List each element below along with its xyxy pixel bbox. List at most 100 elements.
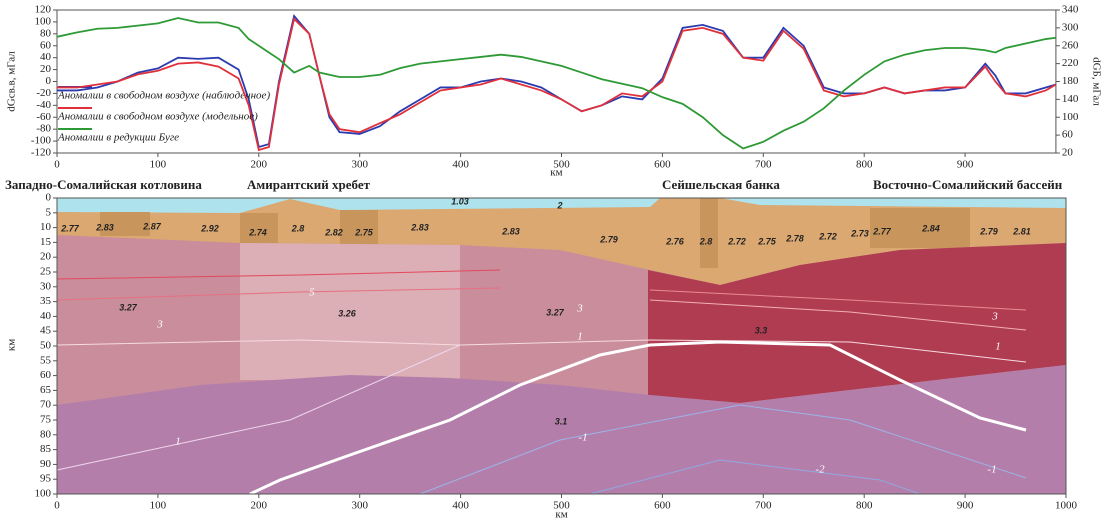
density-label: 2.83 [501,226,520,236]
x-tick-label: 0 [54,159,60,171]
contour-label: -1 [578,432,587,444]
y2-tick-label: 220 [1062,57,1079,69]
y-tick-label: 45 [40,325,52,337]
isoline-main [249,340,1027,496]
contour-label: -1 [987,464,996,476]
contour-label: 3 [156,319,163,331]
density-label: 2.81 [1012,226,1031,236]
x-tick-label: 800 [856,500,873,512]
y-tick-label: 15 [40,236,52,248]
y-tick-label: -120 [31,147,52,159]
x-tick-label: 100 [150,500,167,512]
density-label: 3.27 [546,307,565,317]
y-tick-label: 35 [40,295,52,307]
contour-label: 1 [175,436,181,448]
y-tick-label: 0 [46,75,52,87]
x-tick-label: 900 [957,500,974,512]
x-tick-label: 800 [856,159,873,171]
mantle-dark [648,243,1066,403]
x-axis-label: км [550,167,562,179]
x-tick-label: 600 [654,159,671,171]
isoline [649,299,1027,331]
y2-tick-label: 300 [1062,21,1079,33]
density-label: 2.83 [95,222,114,232]
density-label: 2.83 [410,222,429,232]
x-tick-label: 0 [54,500,60,512]
crust-block [240,213,278,243]
x-tick-label: 400 [452,159,469,171]
crust-block [340,210,378,244]
y-tick-label: 5 [46,206,52,218]
contour-label: -2 [815,464,825,476]
y-tick-label: -40 [36,99,51,111]
density-label: 2.92 [200,223,219,233]
density-label: 3.3 [755,325,768,335]
density-label: 2.72 [727,236,746,246]
x-tick-label: 100 [150,159,167,171]
contour-label: 3 [991,311,998,323]
legend-label: Аномалии в свободном воздухе (наблюденно… [57,90,270,102]
density-label: 3.1 [555,416,568,426]
contour-label: 1 [577,331,583,343]
y2-tick-label: 340 [1062,4,1079,16]
y-axis-label: dGсв.в, мГал [6,51,18,112]
y-tick-label: 70 [40,399,52,411]
y-tick-label: 60 [40,369,52,381]
y-tick-label: 40 [40,310,52,322]
x-tick-label: 700 [755,159,772,171]
x-tick-label: 900 [957,159,974,171]
isoline [56,269,501,280]
y-tick-label: 90 [40,458,52,470]
density-label: 2 [556,200,562,210]
density-label: 2.74 [248,227,267,237]
x-tick-label: 200 [251,159,268,171]
y-axis-label: км [6,339,18,351]
crust-block [870,208,970,248]
isoline [56,344,461,471]
y-tick-label: 20 [40,63,52,75]
density-label: 2.87 [142,221,162,231]
y-tick-label: 80 [40,428,52,440]
y2-tick-label: 100 [1062,111,1079,123]
density-label: 2.76 [665,236,685,246]
density-label: 2.82 [324,227,343,237]
y2-tick-label: 60 [1062,129,1074,141]
density-label: 3.27 [119,302,138,312]
legend-label: Аномалии в редукции Буге [57,132,179,144]
isoline [419,404,1027,495]
density-label: 1.03 [451,196,469,206]
isoline [649,289,1027,311]
y-tick-label: 60 [40,39,52,51]
y-tick-label: -100 [31,135,52,147]
y-tick-label: 85 [40,443,52,455]
x-tick-label: 200 [251,500,268,512]
isoline [589,459,921,495]
series-line [57,14,1057,149]
density-label: 2.78 [785,233,804,243]
y2-tick-label: 180 [1062,75,1079,87]
y-tick-label: 80 [40,27,52,39]
y-tick-label: 100 [35,15,52,27]
series-line [57,17,1057,152]
lower-layer [57,365,1066,494]
x-tick-label: 300 [351,500,368,512]
density-label: 2.8 [291,223,305,233]
density-label: 3.26 [338,308,357,318]
crust-block [700,198,718,268]
section-layers [56,198,1066,496]
y-tick-label: 95 [40,473,52,485]
density-label: 2.8 [699,236,713,246]
x-tick-label: 700 [755,500,772,512]
y-tick-label: 100 [35,488,52,500]
series-line [56,17,1057,150]
density-label: 2.79 [979,226,998,236]
density-label: 2.84 [921,223,940,233]
x-tick-label: 500 [553,500,570,512]
x-tick-label: 300 [351,159,368,171]
region-heading: Западно-Сомалийская котловина [5,177,202,192]
x-tick-label: 1000 [1055,500,1078,512]
y-tick-label: 20 [40,251,52,263]
y-tick-label: 75 [40,414,52,426]
y2-axis-label: dGБ, мГал [1090,57,1102,106]
